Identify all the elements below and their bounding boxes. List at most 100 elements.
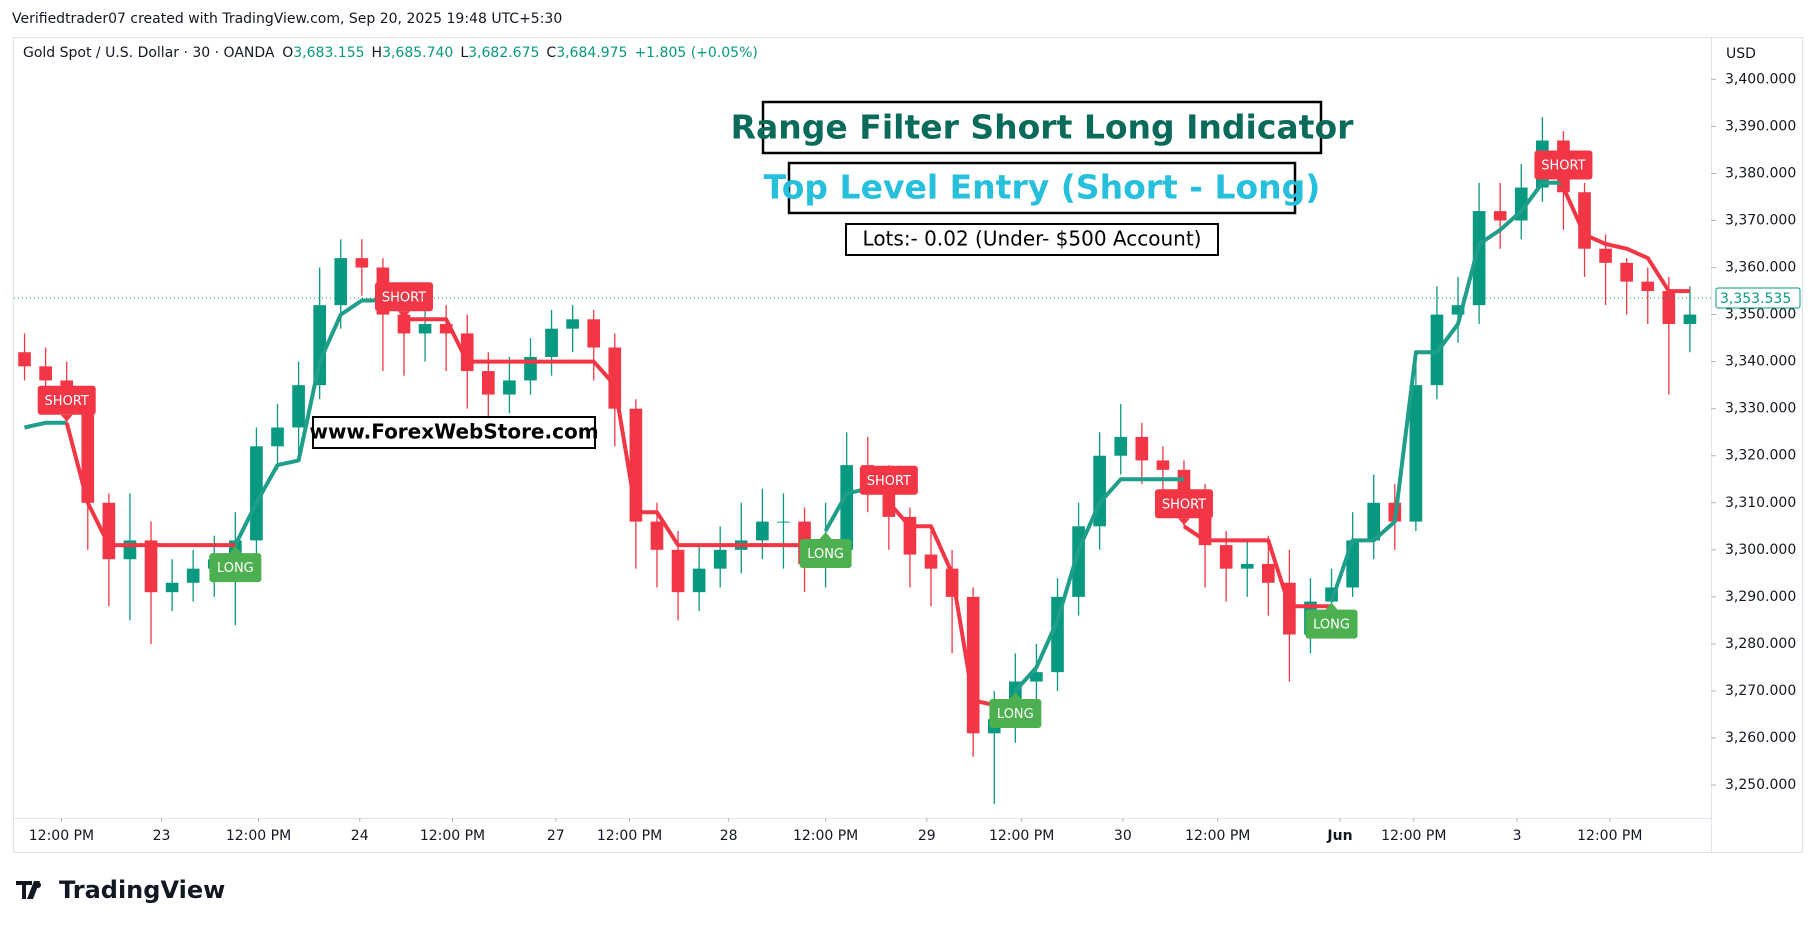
signal-box	[37, 385, 96, 415]
chart-frame	[13, 37, 1803, 853]
last-price-tag	[1715, 287, 1801, 309]
x-tick-label: 3	[1513, 828, 1522, 844]
y-tick-label: 3,250.000	[1725, 777, 1796, 793]
symbol: Gold Spot / U.S. Dollar · 30 · OANDA	[23, 45, 275, 61]
candle-body	[713, 549, 727, 569]
candle-body	[1472, 211, 1486, 306]
x-tick-label: 12:00 PM	[597, 828, 662, 844]
signal-label: LONG	[217, 561, 254, 576]
y-tick-label: 3,370.000	[1725, 212, 1796, 228]
signal: LONG	[989, 691, 1042, 728]
candle-body	[418, 323, 432, 334]
candle-body	[271, 427, 284, 447]
signal-box	[1305, 609, 1358, 639]
y-tick-label: 3,390.000	[1725, 118, 1796, 134]
candle-body	[692, 568, 706, 593]
candle-body	[1135, 436, 1149, 461]
legend-value: 3,684.975	[556, 45, 627, 61]
candle-body	[924, 554, 938, 569]
currency: USD	[1726, 46, 1756, 62]
legend-key: L	[460, 45, 468, 61]
signal: SHORT	[1534, 150, 1593, 187]
chart-subtitle: Top Level Entry (Short - Long)	[764, 168, 1321, 207]
signal-label: LONG	[1313, 618, 1350, 633]
signal-arrow	[1009, 691, 1022, 699]
candle-body	[671, 549, 685, 593]
signal-arrow	[1557, 179, 1570, 187]
candle-body	[1662, 291, 1676, 324]
candle-body	[355, 258, 369, 268]
y-tick-label: 3,300.000	[1725, 542, 1796, 558]
x-tick-label: 12:00 PM	[29, 828, 94, 844]
candle-body	[250, 446, 263, 541]
candle-body	[481, 371, 495, 395]
legend-value: 3,685.740	[382, 45, 453, 61]
candle-body	[1156, 460, 1170, 470]
candle-body	[1240, 563, 1254, 569]
legend-value: 3,682.675	[468, 45, 539, 61]
x-tick-label: 12:00 PM	[1577, 828, 1642, 844]
signal: SHORT	[37, 385, 96, 422]
signal: SHORT	[374, 282, 433, 319]
signal: SHORT	[859, 465, 918, 502]
y-tick-label: 3,310.000	[1725, 495, 1796, 511]
annotation-box	[845, 223, 1219, 256]
candle-body	[1177, 469, 1191, 494]
x-tick-label: 12:00 PM	[226, 828, 291, 844]
signal-box	[859, 465, 918, 495]
candle-body	[1683, 314, 1697, 324]
signal-label: LONG	[997, 707, 1034, 722]
y-tick-label: 3,350.000	[1725, 307, 1796, 323]
subtitle-box	[787, 161, 1297, 215]
x-tick-label: 27	[547, 828, 565, 844]
signal-box	[989, 698, 1042, 728]
candle-body	[102, 502, 116, 560]
top-note: Verifiedtrader07 created with TradingVie…	[12, 11, 562, 27]
candle-body	[1367, 502, 1381, 541]
candle-body	[756, 521, 769, 541]
candle-body	[545, 328, 558, 357]
candle-body	[1219, 545, 1233, 569]
candle-body	[165, 582, 179, 593]
signal-box	[209, 553, 262, 583]
x-tick-label: 29	[918, 828, 936, 844]
signal-arrow	[819, 532, 832, 540]
candle-body	[18, 352, 31, 367]
title-box	[761, 100, 1323, 155]
signal-arrow	[1325, 602, 1338, 610]
signal: LONG	[1305, 602, 1358, 639]
x-tick-label: 24	[351, 828, 369, 844]
legend-change: +1.805 (+0.05%)	[634, 45, 757, 61]
y-tick-label: 3,340.000	[1725, 354, 1796, 370]
x-tick-label: 23	[153, 828, 171, 844]
candle-body	[1030, 672, 1043, 682]
annotation-box	[312, 416, 596, 449]
signal-label: SHORT	[867, 474, 911, 489]
signal-label: SHORT	[45, 394, 89, 409]
brand: TradingView	[59, 876, 225, 904]
signal-box	[1154, 489, 1213, 519]
signal-arrow	[60, 414, 73, 422]
x-tick-label: 12:00 PM	[420, 828, 485, 844]
plot: SHORT LONG SHORT LONG SHORT LONG SHORT LONG SHOR…	[18, 116, 1697, 804]
y-tick-label: 3,290.000	[1725, 589, 1796, 605]
legend-key: H	[372, 45, 383, 61]
y-tick-label: 3,380.000	[1725, 165, 1796, 181]
candle-body	[503, 380, 516, 395]
y-tick-label: 3,400.000	[1725, 71, 1796, 87]
x-tick-label: 12:00 PM	[989, 828, 1054, 844]
signal: SHORT	[1154, 489, 1213, 526]
annotation: Lots:- 0.02 (Under- $500 Account)	[863, 227, 1202, 251]
candle-body	[439, 323, 453, 334]
signal-arrow	[397, 311, 410, 319]
signal-arrow	[1177, 518, 1190, 526]
signal-label: SHORT	[1162, 497, 1206, 512]
x-tick-label: Jun	[1326, 828, 1352, 844]
candle-body	[1114, 436, 1128, 456]
x-tick-label: 12:00 PM	[793, 828, 858, 844]
y-tick-label: 3,280.000	[1725, 636, 1796, 652]
candle-body	[1261, 563, 1275, 583]
x-tick-label: 12:00 PM	[1381, 828, 1446, 844]
legend-key: C	[546, 45, 556, 61]
